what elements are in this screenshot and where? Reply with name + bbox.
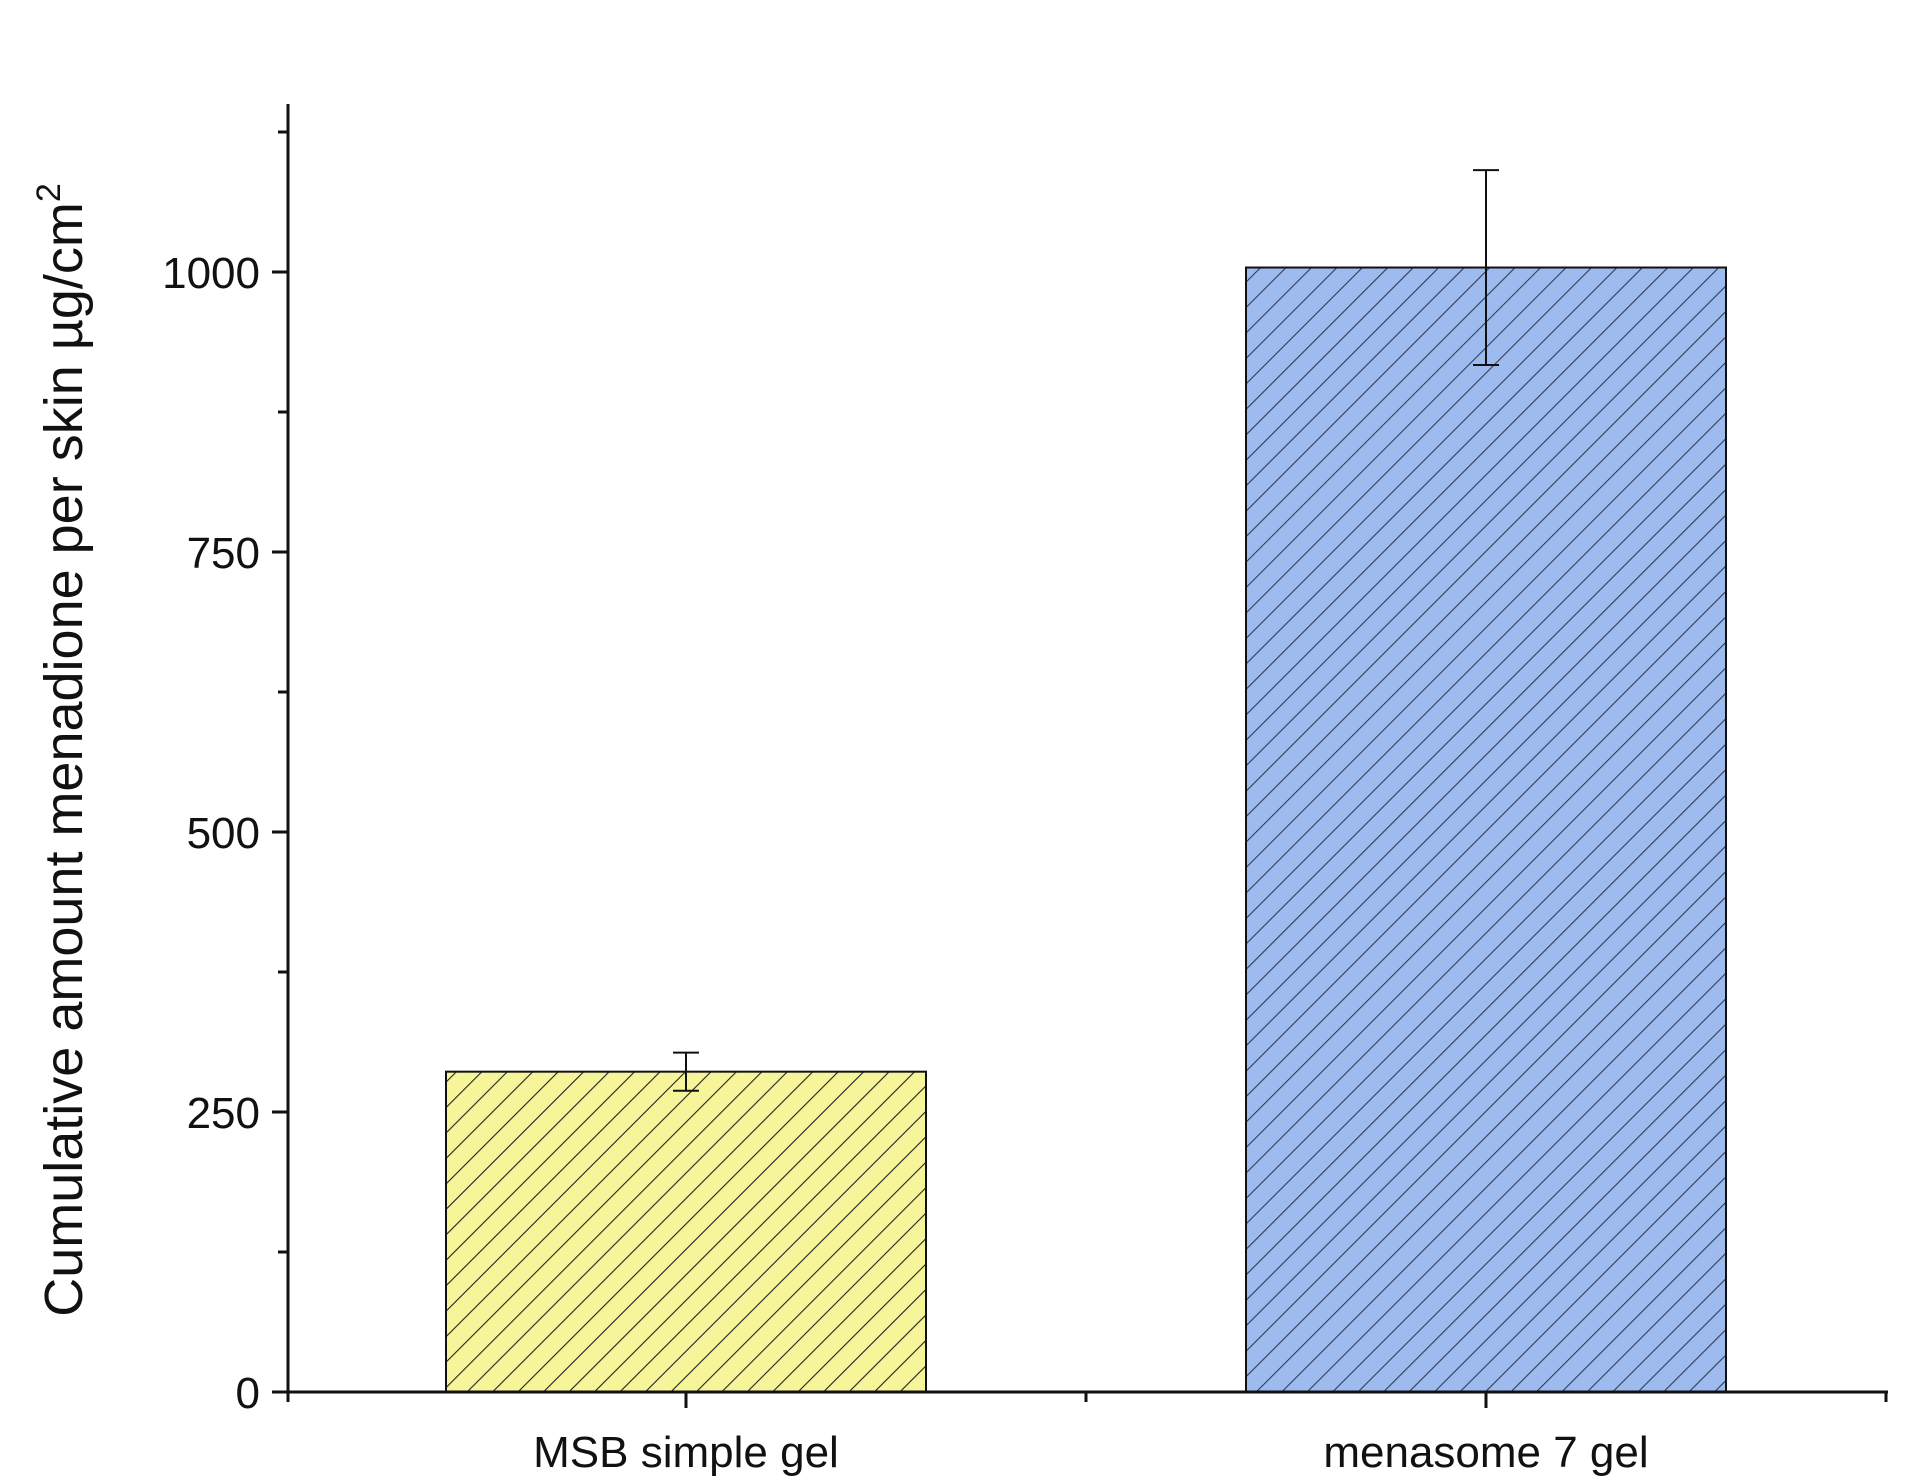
x-ticks-layer: MSB simple gel menasome 7 gel xyxy=(286,1392,1888,1477)
y-tick-label: 0 xyxy=(236,1369,260,1418)
bar-group xyxy=(445,1070,927,1394)
bar xyxy=(1245,266,1727,1393)
x-tick-label: menasome 7 gel xyxy=(1323,1428,1648,1477)
bars-layer xyxy=(445,266,1727,1394)
y-tick-label: 750 xyxy=(187,529,260,578)
error-bar xyxy=(673,1051,699,1092)
y-tick-label: 250 xyxy=(187,1089,260,1138)
y-tick-label: 500 xyxy=(187,809,260,858)
y-axis-title-text: Cumulative amount menadione per skin µg/… xyxy=(34,202,94,1317)
x-tick-label: MSB simple gel xyxy=(533,1428,839,1477)
y-axis-title: Cumulative amount menadione per skin µg/… xyxy=(30,183,94,1317)
y-tick-label: 1000 xyxy=(162,249,260,298)
bar xyxy=(445,1070,927,1394)
y-ticks-layer: 0 250 500 750 1000 xyxy=(162,130,288,1418)
error-bars-layer xyxy=(673,169,1499,1092)
bar-group xyxy=(1245,266,1727,1393)
y-axis-title-superscript: 2 xyxy=(30,183,68,202)
error-bar xyxy=(1473,169,1499,366)
